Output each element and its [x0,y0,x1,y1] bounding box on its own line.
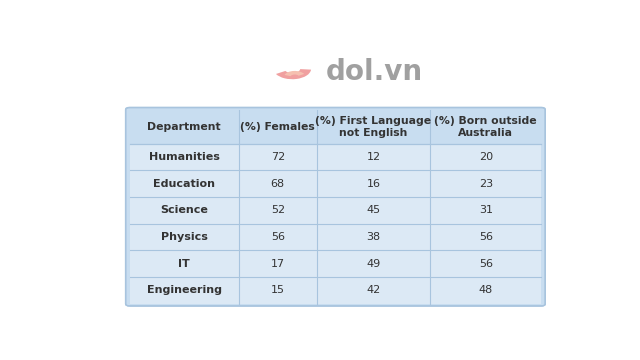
Text: 16: 16 [367,179,381,189]
Text: 72: 72 [271,152,285,162]
Wedge shape [276,69,311,79]
Text: Physics: Physics [161,232,207,242]
Text: 17: 17 [271,259,285,269]
Bar [129,170,541,197]
Bar [129,224,541,251]
Text: 20: 20 [479,152,493,162]
Text: 68: 68 [271,179,285,189]
Text: Science: Science [160,206,208,215]
Bar [129,251,541,277]
Text: (%) Females: (%) Females [241,122,315,132]
Bar [129,277,541,304]
Text: 56: 56 [479,259,493,269]
Text: 49: 49 [366,259,381,269]
Text: IT: IT [179,259,190,269]
Text: 48: 48 [479,285,493,296]
Text: (%) Born outside
Australia: (%) Born outside Australia [435,116,537,138]
Text: 31: 31 [479,206,493,215]
Text: Department: Department [147,122,221,132]
Text: dol.vn: dol.vn [326,58,422,86]
Text: (%) First Language
not English: (%) First Language not English [316,116,431,138]
Text: 52: 52 [271,206,285,215]
Text: Engineering: Engineering [147,285,221,296]
Bar [129,197,541,224]
Text: 42: 42 [366,285,381,296]
Text: 15: 15 [271,285,285,296]
Text: 38: 38 [367,232,381,242]
Bar [129,144,541,170]
Text: 45: 45 [367,206,381,215]
Text: 56: 56 [271,232,285,242]
Text: 23: 23 [479,179,493,189]
Text: 12: 12 [367,152,381,162]
Text: 56: 56 [479,232,493,242]
Wedge shape [285,71,304,76]
Text: Humanities: Humanities [148,152,220,162]
FancyBboxPatch shape [125,108,545,306]
Text: Education: Education [153,179,215,189]
